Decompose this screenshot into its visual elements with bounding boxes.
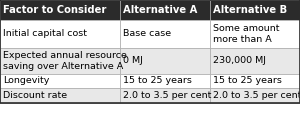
Text: Base case: Base case: [123, 29, 171, 38]
Text: 230,000 MJ: 230,000 MJ: [213, 56, 266, 65]
Bar: [0, 0, 300, 103]
Text: 0 MJ: 0 MJ: [123, 56, 143, 65]
Text: Longevity: Longevity: [3, 76, 50, 85]
Text: 2.0 to 3.5 per cent: 2.0 to 3.5 per cent: [123, 91, 212, 100]
Bar: [210, 0, 300, 20]
Text: Factor to Consider: Factor to Consider: [3, 5, 106, 15]
Bar: [120, 20, 210, 48]
Text: 15 to 25 years: 15 to 25 years: [123, 76, 192, 85]
Bar: [210, 20, 300, 48]
Text: Initial capital cost: Initial capital cost: [3, 29, 87, 38]
Text: 2.0 to 3.5 per cent: 2.0 to 3.5 per cent: [213, 91, 300, 100]
Text: Some amount
more than A: Some amount more than A: [213, 24, 280, 44]
Text: Discount rate: Discount rate: [3, 91, 67, 100]
Bar: [0, 20, 120, 48]
Bar: [0, 0, 120, 20]
Text: Alternative A: Alternative A: [123, 5, 197, 15]
Bar: [0, 88, 120, 103]
Bar: [120, 88, 210, 103]
Text: Alternative B: Alternative B: [213, 5, 287, 15]
Text: Expected annual resource
saving over Alternative A: Expected annual resource saving over Alt…: [3, 51, 127, 71]
Bar: [0, 74, 120, 88]
Bar: [120, 48, 210, 74]
Bar: [210, 48, 300, 74]
Bar: [120, 0, 210, 20]
Bar: [210, 88, 300, 103]
Bar: [0, 48, 120, 74]
Bar: [120, 74, 210, 88]
Text: 15 to 25 years: 15 to 25 years: [213, 76, 282, 85]
Bar: [210, 74, 300, 88]
